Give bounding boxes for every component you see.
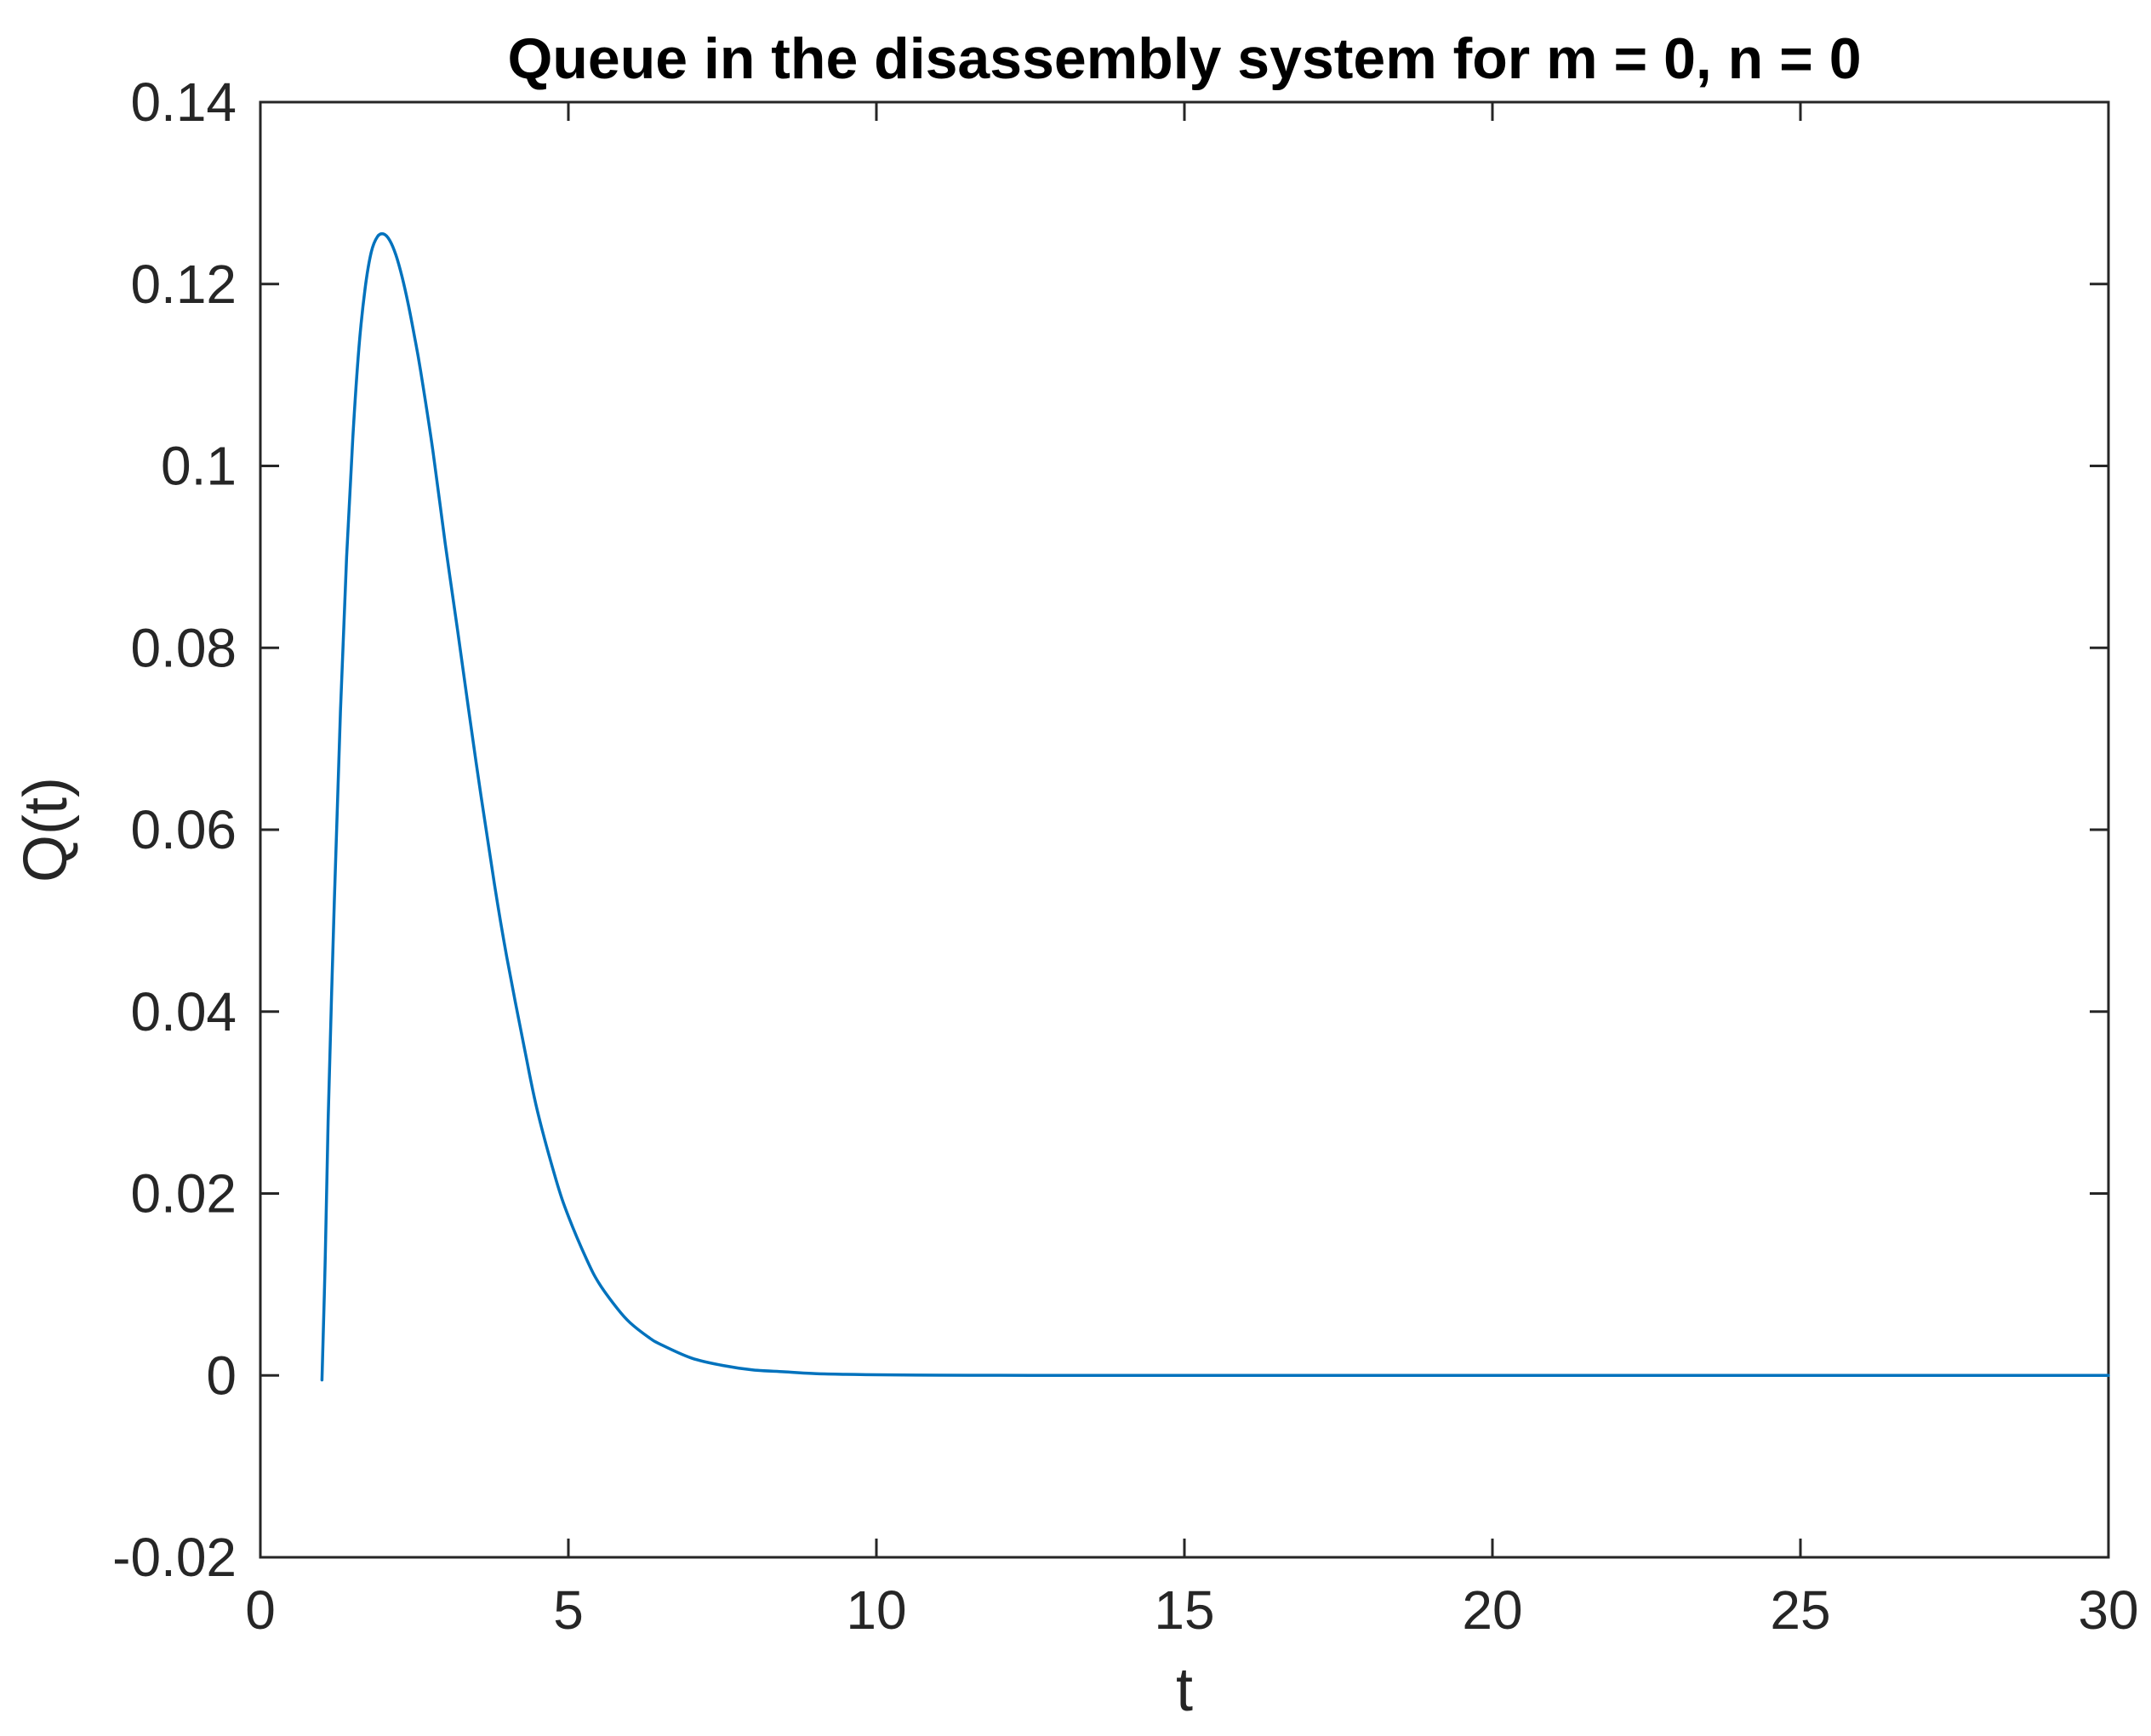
x-tick-label: 10 bbox=[846, 1579, 906, 1641]
y-axis-label: Q(t) bbox=[12, 777, 80, 882]
y-tick-label: 0.04 bbox=[130, 981, 237, 1042]
y-axis-tick-labels: -0.02 0 0.02 0.04 0.06 0.08 0.1 0.12 0.14 bbox=[112, 71, 237, 1588]
y-tick-label: 0.06 bbox=[130, 799, 237, 860]
series-line bbox=[320, 231, 2110, 1382]
chart-title: Queue in the disassembly system for m = … bbox=[507, 26, 1861, 91]
x-tick-label: 0 bbox=[245, 1579, 276, 1641]
x-axis-tick-labels: 0 5 10 15 20 25 30 bbox=[245, 1579, 2138, 1641]
x-tick-label: 20 bbox=[1462, 1579, 1522, 1641]
x-axis-ticks bbox=[259, 102, 2110, 1557]
plot-area bbox=[259, 100, 2110, 1559]
y-tick-label: 0.02 bbox=[130, 1163, 237, 1225]
x-tick-label: 5 bbox=[553, 1579, 584, 1641]
y-tick-label: 0.08 bbox=[130, 617, 237, 678]
x-axis-label: t bbox=[1176, 1656, 1193, 1724]
x-tick-label: 30 bbox=[2078, 1579, 2138, 1641]
y-tick-label: 0.1 bbox=[161, 436, 237, 497]
y-tick-label: -0.02 bbox=[112, 1527, 237, 1588]
y-tick-label: 0 bbox=[206, 1345, 237, 1406]
x-tick-label: 15 bbox=[1154, 1579, 1214, 1641]
y-axis-ticks bbox=[260, 100, 2108, 1559]
plot-frame bbox=[259, 100, 2110, 1559]
y-tick-label: 0.12 bbox=[130, 254, 237, 315]
x-tick-label: 25 bbox=[1770, 1579, 1830, 1641]
y-tick-label: 0.14 bbox=[130, 71, 237, 133]
